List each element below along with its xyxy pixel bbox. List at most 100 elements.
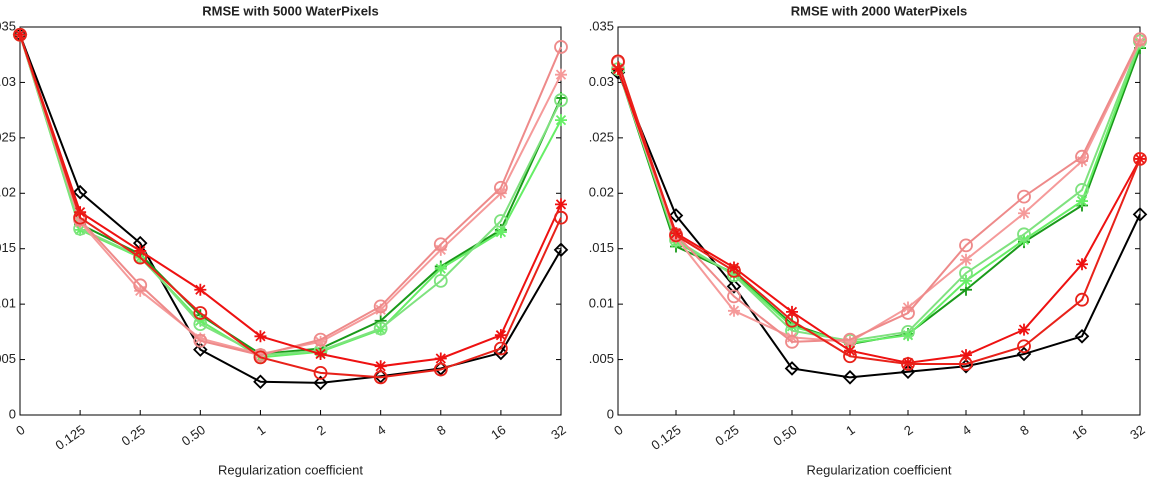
marker (728, 261, 740, 274)
marker (313, 332, 328, 347)
y-tick-label: .025 (0, 129, 16, 144)
marker-asterisk (960, 274, 972, 287)
x-tick-label: 8 (1017, 422, 1032, 438)
marker-asterisk (494, 329, 507, 342)
marker (555, 114, 567, 127)
marker-circle (493, 180, 508, 195)
marker (194, 283, 207, 296)
y-tick-label: 0 (607, 406, 614, 421)
marker-circle (433, 362, 448, 377)
marker-circle (133, 278, 148, 293)
x-tick-label: 16 (1069, 422, 1089, 443)
marker-circle (785, 313, 799, 328)
marker (373, 370, 388, 385)
marker (193, 306, 208, 320)
marker (1018, 323, 1030, 336)
marker (193, 342, 208, 357)
marker (74, 223, 87, 236)
series-line (19, 34, 562, 359)
marker (253, 350, 268, 365)
marker-diamond (193, 342, 208, 357)
marker-circle (901, 324, 915, 339)
marker (253, 374, 268, 390)
marker-asterisk (434, 352, 447, 365)
marker-diamond (1074, 329, 1090, 344)
y-tick-label: .015 (0, 240, 16, 255)
marker (493, 341, 508, 356)
marker (555, 68, 567, 81)
marker-circle (313, 332, 328, 347)
marker (1017, 339, 1031, 354)
marker-diamond (784, 361, 800, 376)
series-line (617, 47, 1141, 346)
marker (494, 226, 507, 239)
marker-circle (193, 317, 208, 331)
marker (555, 198, 567, 211)
marker-asterisk (374, 323, 387, 336)
marker-circle (554, 210, 568, 225)
marker (73, 210, 88, 225)
marker-circle (1075, 292, 1089, 307)
marker (959, 357, 973, 371)
marker-diamond (668, 208, 684, 223)
series-line (19, 34, 562, 368)
marker (433, 361, 449, 376)
y-tick-label: 0.01 (589, 296, 614, 311)
marker (314, 348, 327, 361)
y-tick-label: 0.03 (589, 74, 614, 89)
series-line (617, 68, 1141, 364)
marker-circle (554, 40, 568, 54)
marker-asterisk (254, 348, 267, 361)
marker-diamond (1132, 207, 1148, 222)
marker-circle (785, 334, 799, 349)
y-tick-label: 0.02 (589, 185, 614, 200)
marker (554, 40, 568, 54)
x-tick-label: 0.125 (648, 422, 683, 453)
marker-asterisk (786, 305, 798, 318)
series-line (617, 43, 1141, 344)
x-tick-label: 32 (1127, 422, 1147, 443)
plot-frame (19, 26, 562, 416)
marker-asterisk (194, 283, 207, 296)
marker-circle (13, 27, 27, 42)
x-tick-label: 2 (901, 422, 916, 438)
marker (374, 323, 387, 336)
marker-circle (373, 321, 388, 336)
marker (434, 262, 447, 275)
x-tick-label: 32 (548, 422, 568, 443)
x-tick-label: 0.125 (53, 422, 88, 453)
series-line (19, 34, 562, 384)
marker-asterisk (1076, 155, 1088, 168)
marker-diamond (842, 370, 858, 385)
marker (494, 329, 507, 342)
marker (434, 352, 447, 365)
marker-circle (1017, 227, 1031, 242)
marker (611, 54, 625, 69)
marker (1074, 329, 1090, 344)
marker (373, 299, 388, 314)
marker (960, 349, 972, 362)
marker (374, 303, 387, 316)
marker (1076, 195, 1088, 208)
marker (554, 93, 568, 108)
marker-circle (901, 357, 915, 371)
marker-circle (1133, 32, 1147, 47)
marker-asterisk (314, 348, 327, 361)
marker-asterisk (1076, 195, 1088, 208)
marker-circle (373, 370, 388, 385)
marker-asterisk (555, 198, 567, 211)
marker-circle (727, 289, 741, 304)
chart-title: RMSE with 5000 WaterPixels (202, 3, 379, 18)
marker-diamond (1016, 346, 1032, 362)
marker (133, 278, 148, 293)
marker-asterisk (494, 226, 507, 239)
marker (433, 237, 448, 252)
x-tick-label: 1 (843, 422, 858, 438)
marker-circle (727, 263, 741, 278)
marker (1016, 346, 1032, 362)
marker (433, 273, 448, 288)
marker-asterisk (844, 335, 856, 348)
marker-asterisk (786, 331, 798, 344)
y-tick-label: 0.03 (0, 74, 16, 89)
y-tick-label: .005 (589, 351, 614, 366)
